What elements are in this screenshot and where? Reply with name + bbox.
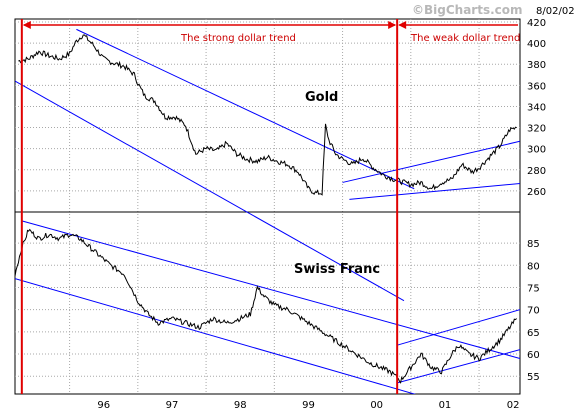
gold-trend-channel bbox=[342, 140, 520, 183]
x-tick-label: 96 bbox=[97, 400, 110, 411]
gold-y-tick-label: 340 bbox=[527, 102, 546, 113]
chf-y-tick-label: 60 bbox=[527, 350, 540, 361]
x-tick-label: 98 bbox=[234, 400, 247, 411]
price-series-layer bbox=[15, 34, 517, 384]
chf-y-tick-label: 80 bbox=[527, 261, 540, 272]
gold-y-tick-label: 360 bbox=[527, 81, 546, 92]
gold-y-tick-label: 400 bbox=[527, 39, 546, 50]
gold-y-tick-label: 260 bbox=[527, 187, 546, 198]
chf-y-tick-label: 55 bbox=[527, 372, 540, 383]
chf-trend-channel bbox=[397, 309, 520, 346]
brand-watermark: ©BigCharts.com bbox=[412, 3, 523, 17]
x-tick-label: 99 bbox=[302, 400, 315, 411]
gold-price-line bbox=[18, 34, 517, 196]
gold-y-tick-label: 280 bbox=[527, 166, 546, 177]
chf-trend-channel bbox=[15, 278, 417, 394]
x-tick-label: 01 bbox=[439, 400, 452, 411]
chf-y-tick-label: 75 bbox=[527, 283, 540, 294]
chf-trend-channel bbox=[21, 220, 520, 359]
tick-layer: 96 97 98 99 00 01 02 260 280 300 320 340 360 380 400 42… bbox=[97, 18, 546, 411]
chf-price-line bbox=[15, 228, 517, 384]
x-tick-label: 00 bbox=[370, 400, 383, 411]
gold-y-tick-label: 380 bbox=[527, 60, 546, 71]
gold-y-tick-label: 320 bbox=[527, 124, 546, 135]
arrowhead-right bbox=[388, 21, 397, 29]
header-bar bbox=[0, 0, 581, 19]
gold-y-tick-label: 300 bbox=[527, 145, 546, 156]
gold-y-tick-label: 420 bbox=[527, 18, 546, 29]
arrowhead-weak bbox=[398, 21, 407, 29]
gold-trend-channel bbox=[15, 80, 405, 302]
chf-y-tick-label: 70 bbox=[527, 306, 540, 317]
chf-trend-channel bbox=[397, 349, 520, 384]
header-date: 8/02/02 bbox=[536, 6, 575, 17]
chf-y-tick-label: 65 bbox=[527, 328, 540, 339]
strong-dollar-annotation: The strong dollar trend bbox=[180, 33, 296, 44]
weak-dollar-annotation: The weak dollar trend bbox=[410, 33, 520, 44]
x-tick-label: 02 bbox=[507, 400, 520, 411]
grid-layer bbox=[15, 19, 520, 394]
chf-y-tick-label: 85 bbox=[527, 239, 540, 250]
arrowhead-left bbox=[22, 21, 31, 29]
gold-title: Gold bbox=[305, 90, 338, 105]
swiss-franc-title: Swiss Franc bbox=[294, 262, 380, 277]
gold-trend-channel bbox=[349, 183, 520, 200]
marker-layer bbox=[20, 19, 518, 394]
x-tick-label: 97 bbox=[166, 400, 179, 411]
